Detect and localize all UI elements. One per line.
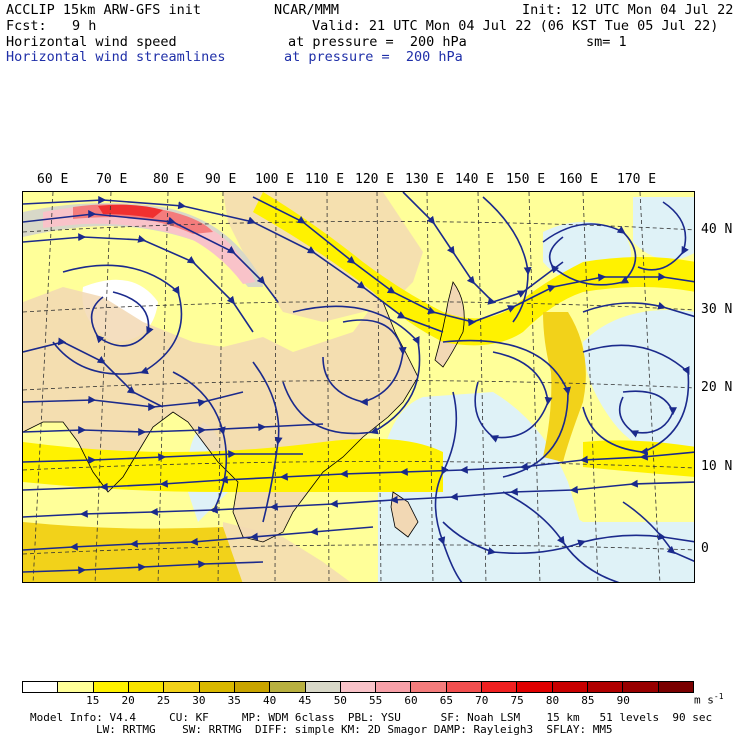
lon-label: 150 E [506,172,546,187]
streamline [23,233,254,333]
streamline [172,371,228,513]
field2-name: Horizontal wind streamlines [6,49,226,65]
lon-label: 130 E [405,172,445,187]
colorbar-tick-label: 70 [475,694,489,707]
colorbar-segment [23,682,59,692]
lon-label: 90 E [205,172,237,187]
lon-label: 170 E [617,172,657,187]
colorbar-tick-label: 65 [439,694,454,707]
colorbar-segment [623,682,659,692]
streamline [622,501,694,563]
streamline [582,344,690,456]
colorbar-tick-label: 50 [333,694,347,707]
colorbar-tick-label: 30 [192,694,206,707]
streamline [23,560,264,575]
streamline [637,201,689,271]
colorbar-segment [164,682,200,692]
streamline [23,391,244,411]
colorbar-tick-label: 55 [369,694,383,707]
organization: NCAR/MMM [274,2,340,18]
lat-label: 0 [701,541,709,556]
colorbar-segment [199,682,235,692]
lat-label: 30 N [701,302,733,317]
colorbar-segment [93,682,129,692]
colorbar-segment [658,682,693,692]
colorbar-segment [305,682,341,692]
lon-label: 80 E [153,172,185,187]
streamline [542,223,637,286]
init-time: Init: 12 UTC Mon 04 Jul 22 [522,2,734,18]
streamline [23,526,374,551]
colorbar-segment [588,682,624,692]
forecast-hour: 9 h [72,18,97,34]
colorbar-tick-label: 25 [156,694,171,707]
colorbar-segment [376,682,412,692]
model-info-line2: LW: RRTMG SW: RRTMG DIFF: simple KM: 2D … [96,723,613,736]
colorbar-tick-label: 80 [545,694,560,707]
field1-name: Horizontal wind speed [6,34,177,50]
field2-level: at pressure = 200 hPa [284,49,463,65]
colorbar-segment [482,682,518,692]
units-exponent: -1 [713,692,724,701]
colorbar-segment [128,682,165,692]
streamline [23,337,164,408]
units-text: m s [694,693,714,707]
streamline [23,450,303,465]
field1-level: at pressure = 200 hPa [288,34,467,50]
colorbar-segment [270,682,306,692]
streamline [252,361,283,523]
lon-label: 70 E [96,172,128,187]
colorbar-tick-label: 15 [86,694,100,707]
colorbar-tick-label: 90 [616,694,630,707]
streamline [502,491,620,582]
lat-label: 20 N [701,380,733,395]
colorbar-tick-label: 45 [298,694,312,707]
valid-time: Valid: 21 UTC Mon 04 Jul 22 (06 KST Tue … [312,18,719,34]
colorbar-segment [411,682,447,692]
streamline [582,301,694,318]
lat-label: 40 N [701,222,733,237]
lon-label: 160 E [559,172,599,187]
wind-map [22,191,695,583]
colorbar-units: m s-1 [694,692,724,707]
streamline [23,479,694,518]
speed-band [23,522,243,582]
colorbar-tick-label: 40 [262,694,277,707]
streamline [474,351,553,443]
streamline [482,196,532,323]
streamlines [23,192,694,582]
colorbar-segment [340,682,377,692]
model-title: ACCLIP 15km ARW-GFS init [6,2,202,18]
streamline [434,391,463,582]
lon-label: 140 E [455,172,495,187]
colorbar-tick-label: 60 [404,694,418,707]
meridian-line [32,192,54,582]
streamline [23,423,324,436]
lon-label: 120 E [355,172,395,187]
colorbar-segment [234,682,271,692]
colorbar-tick-label: 75 [510,694,524,707]
lon-label: 100 E [255,172,295,187]
colorbar-segment [58,682,94,692]
model-info-line1: Model Info: V4.4 CU: KF MP: WDM 6class P… [30,711,713,724]
forecast-label: Fcst: [6,18,47,34]
lon-label: 60 E [37,172,69,187]
lon-label: 110 E [305,172,345,187]
lat-label: 10 N [701,459,733,474]
colorbar-segment [552,682,588,692]
colorbar-segment [446,682,483,692]
streamline [442,521,694,555]
wind-speed-colorbar [22,681,694,693]
colorbar-tick-label: 20 [121,694,135,707]
colorbar-tick-label: 85 [581,694,595,707]
smoothing-label: sm= 1 [586,34,627,50]
colorbar-tick-label: 35 [227,694,241,707]
streamline [402,192,564,305]
wind-map-svg [23,192,694,582]
colorbar-segment [517,682,553,692]
